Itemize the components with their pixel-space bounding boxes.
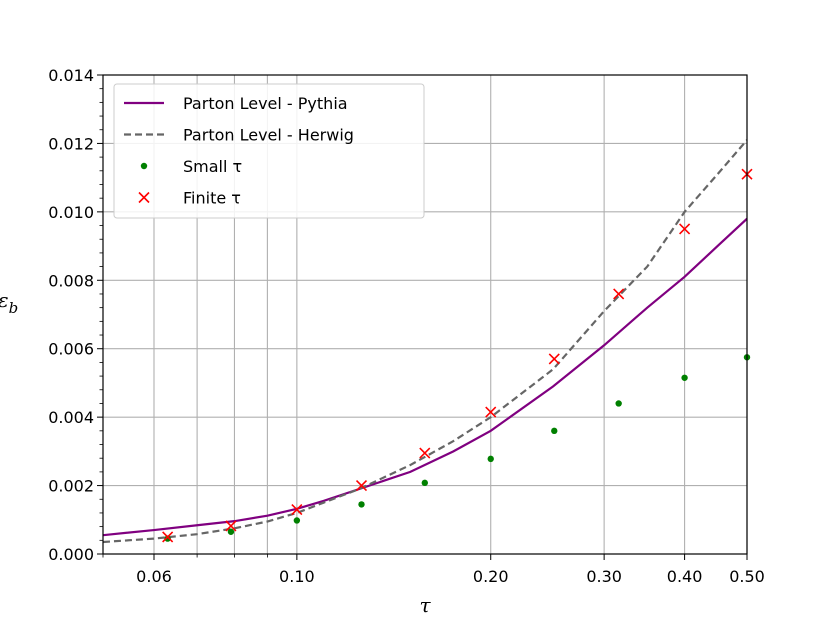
data-point <box>615 400 622 407</box>
data-point <box>162 531 174 543</box>
series-0 <box>103 217 747 537</box>
legend-label: Small τ <box>183 157 242 176</box>
axis-ticks: 0.06 0.10 0.20 0.30 0.40 0.50 0.000 0.002 0.004 0… <box>48 66 765 586</box>
y-tick-label: 0.004 <box>48 408 94 427</box>
data-point <box>551 427 558 435</box>
series-3 <box>162 168 753 543</box>
series-line <box>103 217 747 537</box>
x-tick-label: 0.30 <box>586 567 622 586</box>
legend-swatch <box>140 162 148 170</box>
plot-series <box>103 139 753 544</box>
data-point <box>613 288 625 300</box>
x-tick-label: 0.20 <box>473 567 509 586</box>
series-line <box>103 139 747 544</box>
y-tick-label: 0.014 <box>48 66 94 85</box>
x-tick-label: 0.40 <box>667 567 703 586</box>
y-tick-label: 0.012 <box>48 134 94 153</box>
legend-box <box>113 83 425 219</box>
data-point <box>293 517 301 524</box>
y-axis-label-subscript: b <box>9 299 19 317</box>
x-tick-label: 0.06 <box>136 567 172 586</box>
legend-item: Parton Level - Herwig <box>124 126 354 145</box>
y-tick-label: 0.002 <box>48 477 94 496</box>
data-point <box>291 503 303 516</box>
y-tick-label: 0.008 <box>48 271 94 290</box>
legend-item: Small τ <box>140 157 242 176</box>
data-point <box>225 520 237 532</box>
legend-item: Finite τ <box>138 189 241 208</box>
legend-swatch <box>138 191 150 204</box>
data-point <box>164 535 171 542</box>
x-axis-label: τ <box>419 593 431 617</box>
data-point <box>358 501 365 508</box>
data-point <box>227 528 235 535</box>
y-tick-label: 0.010 <box>48 203 94 222</box>
series-2 <box>164 354 751 542</box>
data-point <box>421 479 428 487</box>
data-point <box>485 406 497 418</box>
y-tick-label: 0.000 <box>48 545 94 564</box>
y-axis-label: εb <box>0 288 18 317</box>
series-1 <box>103 139 747 544</box>
y-axis-label-main: ε <box>0 288 9 312</box>
legend-item: Parton Level - Pythia <box>124 94 348 113</box>
y-tick-label: 0.006 <box>48 340 94 359</box>
x-tick-label: 0.10 <box>279 567 315 586</box>
data-point <box>419 447 431 459</box>
data-point <box>679 223 691 235</box>
legend-label: Parton Level - Herwig <box>183 126 354 145</box>
legend: Parton Level - Pythia Parton Level - Herw… <box>113 83 425 219</box>
plot-frame <box>102 74 748 555</box>
data-point <box>355 480 368 492</box>
data-point <box>681 374 688 381</box>
legend-label: Parton Level - Pythia <box>183 94 348 113</box>
legend-label: Finite τ <box>183 189 241 208</box>
data-point <box>548 353 560 365</box>
data-point <box>487 455 494 463</box>
x-tick-label: 0.50 <box>729 567 765 586</box>
